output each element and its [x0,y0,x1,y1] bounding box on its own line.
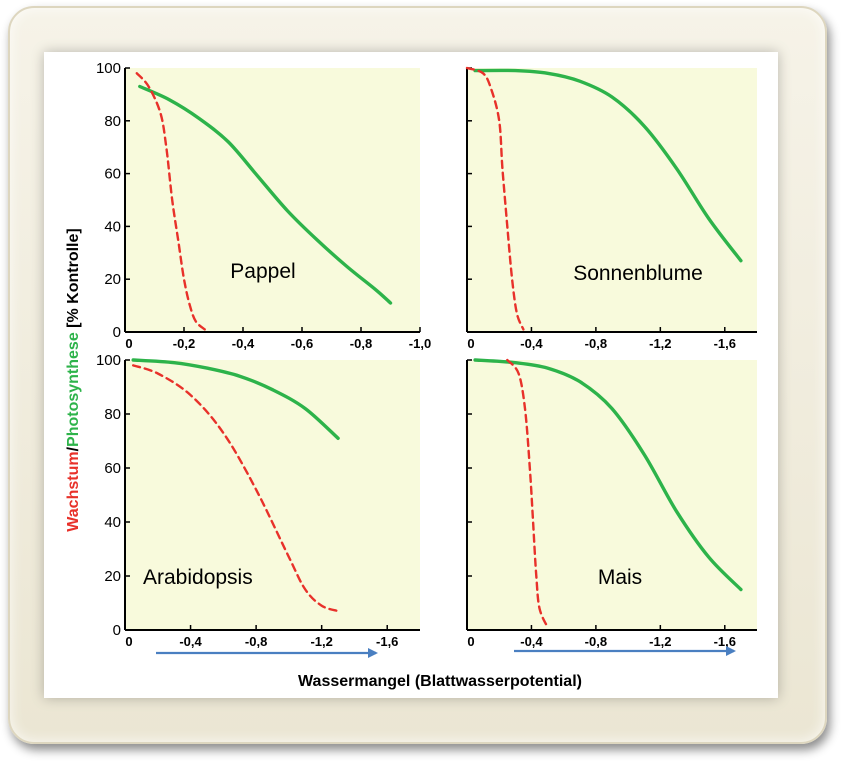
x-origin-label: 0 [467,336,474,351]
x-tick-label: -1,6 [714,634,736,649]
series-photosynthese-line [473,68,743,263]
series-photosynthese-line [473,358,743,592]
x-tick-label: -0,4 [520,336,543,351]
y-tick-label: 20 [104,271,121,288]
species-label: Sonnenblume [573,262,703,285]
y-tick-label: 40 [104,218,121,235]
plot-area [125,360,420,630]
y-axis-label-part: / [65,446,82,451]
x-origin-label: 0 [125,634,132,649]
x-tick-label: -0,8 [585,336,607,351]
x-origin-label: 0 [125,336,132,351]
y-tick-label: 0 [113,324,121,341]
y-axis-label-part: Wachstum [65,451,82,531]
series-wachstum-line [465,66,525,331]
x-tick-label: -1,2 [649,634,671,649]
series-wachstum-line [506,358,549,629]
y-tick-label: 40 [104,514,121,531]
x-tick-label: -0,8 [585,634,607,649]
x-origin-label: 0 [467,634,474,649]
x-tick-label: -0,4 [179,634,202,649]
x-tick-label: -1,6 [376,634,398,649]
panel-arabidopsis: -0,4 -0,8 -1,2 -1,6 00 20 40 60 80 100 Arabidopsis [96,352,420,649]
y-tick-label: 100 [96,352,121,369]
x-tick-label: -1,0 [409,336,431,351]
y-axis-label: Wachstum/Photosynthese [% Kontrolle] [65,228,82,531]
plot-area [467,360,757,630]
x-tick-label: -0,8 [245,634,267,649]
y-tick-label: 60 [104,460,121,477]
x-tick-label: -0,2 [173,336,195,351]
plot-area [125,68,420,332]
x-tick-label: -0,4 [520,634,543,649]
x-tick-label: -0,6 [291,336,313,351]
y-tick-label: 80 [104,113,121,130]
y-tick-label: 0 [113,622,121,639]
panel-pappel: -0,2 -0,4 -0,6 -0,8 -1,0 00 20 40 60 80 100 Pappel [96,60,431,351]
species-label: Pappel [230,260,295,283]
panel-sonnenblume: -0,4 -0,8 -1,2 -1,6 0 Sonnenblume [465,66,757,351]
y-axis-label-part: Photosynthese [65,332,82,447]
panel-mais: -0,4 -0,8 -1,2 -1,6 0 Mais [466,358,757,649]
x-tick-label: -0,8 [350,336,372,351]
x-tick-label: -1,2 [649,336,671,351]
series-photosynthese-line [131,358,340,440]
x-tick-label: -0,4 [232,336,255,351]
plot-area [467,68,757,332]
series-wachstum-line [132,364,340,613]
series-photosynthese-line [138,84,393,305]
x-axis-label: Wassermangel (Blattwasserpotential) [298,673,582,690]
species-label: Arabidopsis [143,566,253,589]
panels-group: -0,2 -0,4 -0,6 -0,8 -1,00020406080100Pappel-… [96,60,757,649]
y-axis-label-part: [% Kontrolle] [65,228,82,332]
y-tick-label: 100 [96,60,121,77]
series-wachstum-line [135,72,206,331]
y-tick-label: 60 [104,166,121,183]
y-tick-label: 20 [104,568,121,585]
species-label: Mais [598,566,642,589]
x-tick-label: -1,6 [714,336,736,351]
x-tick-label: -1,2 [310,634,332,649]
y-tick-label: 80 [104,406,121,423]
